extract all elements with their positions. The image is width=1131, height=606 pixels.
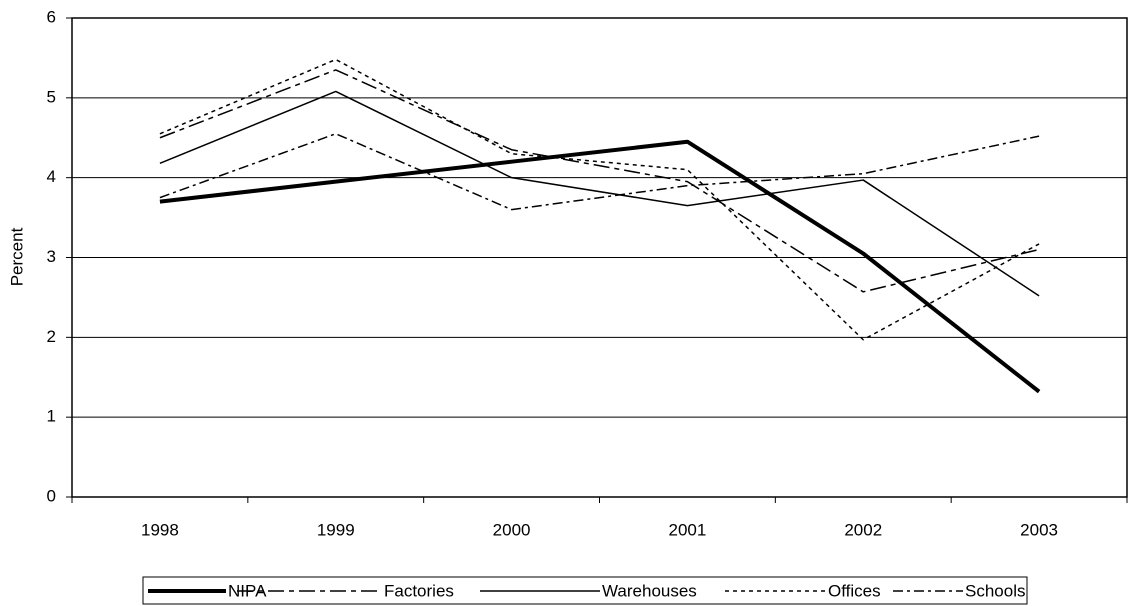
y-tick-label: 2 bbox=[47, 327, 56, 346]
y-tick-label: 1 bbox=[47, 407, 56, 426]
x-tick-label: 2000 bbox=[493, 520, 531, 539]
series-line bbox=[159, 58, 1040, 341]
x-tick-label: 1999 bbox=[317, 520, 355, 539]
x-tick-label: 2002 bbox=[844, 520, 882, 539]
y-tick-label: 3 bbox=[47, 247, 56, 266]
x-tick-label: 2001 bbox=[669, 520, 707, 539]
legend-label: Warehouses bbox=[602, 581, 697, 600]
series-line bbox=[159, 69, 1040, 293]
y-tick-label: 5 bbox=[47, 87, 56, 106]
legend-label: Offices bbox=[828, 581, 881, 600]
series-line bbox=[159, 90, 1040, 297]
legend-label: Factories bbox=[384, 581, 454, 600]
y-tick-label: 0 bbox=[47, 486, 56, 505]
x-tick-label: 2003 bbox=[1020, 520, 1058, 539]
y-axis-label: Percent bbox=[7, 227, 26, 286]
y-tick-label: 6 bbox=[47, 7, 56, 26]
series-line bbox=[159, 139, 1041, 394]
legend-label: Schools bbox=[965, 581, 1025, 600]
series-line bbox=[159, 133, 1040, 211]
x-tick-label: 1998 bbox=[141, 520, 179, 539]
y-tick-label: 4 bbox=[47, 167, 56, 186]
